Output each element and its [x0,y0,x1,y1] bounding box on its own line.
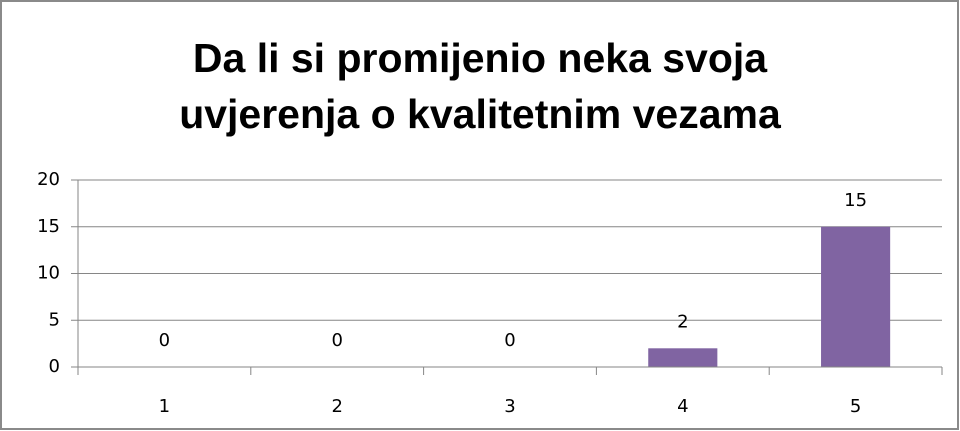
x-tick-label: 4 [677,396,688,417]
y-tick-label: 15 [37,216,60,237]
x-tick-label: 5 [850,396,861,417]
y-tick-label: 0 [49,356,60,377]
x-tick-label: 3 [504,396,515,417]
data-label: 2 [677,311,688,332]
y-tick-label: 20 [37,169,60,190]
y-tick-label: 10 [37,263,60,284]
bar [821,226,891,367]
bar [648,348,718,367]
data-label: 0 [159,330,170,351]
x-tick-label: 2 [331,396,342,417]
chart-title: Da li si promijenio neka svoja uvjerenja… [179,35,781,137]
data-label: 0 [504,330,515,351]
y-tick-label: 5 [49,309,60,330]
data-label: 0 [331,330,342,351]
data-label: 15 [844,190,867,211]
x-tick-label: 1 [159,396,170,417]
